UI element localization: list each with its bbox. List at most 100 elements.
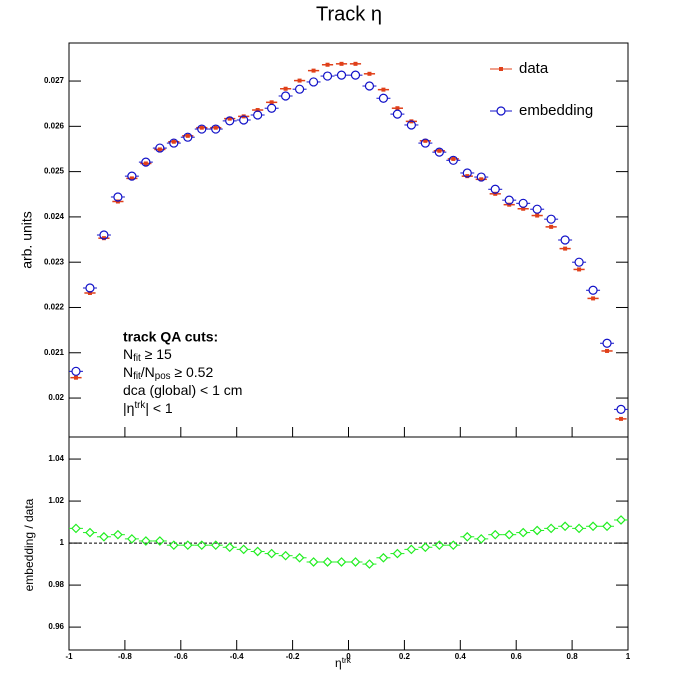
data-point	[266, 548, 277, 559]
data-point	[129, 176, 134, 181]
y-tick-label: 1	[60, 538, 65, 547]
data-point	[490, 184, 500, 194]
data-point	[325, 62, 330, 67]
data-point	[605, 348, 610, 353]
data-point	[113, 529, 123, 540]
text-segment: pos	[155, 371, 171, 382]
data-point	[479, 177, 484, 182]
data-point	[183, 132, 193, 142]
data-point	[308, 77, 319, 87]
data-point	[168, 540, 179, 551]
data-point	[311, 68, 316, 73]
y-tick-label: 0.98	[48, 580, 64, 589]
x-axis-label: ηtrk​	[335, 655, 352, 670]
x-tick-label: -1	[65, 652, 73, 661]
text-segment: fit	[133, 371, 141, 382]
data-point	[546, 214, 556, 224]
data-point	[518, 198, 528, 208]
data-point	[113, 192, 123, 202]
data-point	[294, 552, 305, 563]
text-segment: trk	[342, 655, 352, 665]
data-point	[297, 78, 302, 83]
annotation-line: dca (global) < 1 cm	[123, 382, 242, 398]
data-point	[350, 70, 361, 80]
data-point	[588, 285, 598, 295]
data-point	[549, 224, 554, 229]
data-point	[504, 195, 514, 205]
data-point	[239, 115, 249, 125]
data-point	[546, 523, 556, 534]
data-point	[225, 116, 235, 126]
y-tick-label: 0.027	[44, 76, 65, 85]
y-tick-label: 0.022	[44, 303, 65, 312]
data-point	[532, 204, 542, 214]
data-point	[406, 120, 416, 130]
data-point	[462, 168, 472, 178]
data-point	[199, 125, 204, 130]
data-point	[462, 531, 473, 542]
annotation-line: |ηtrk​| < 1	[123, 400, 173, 416]
data-point	[451, 156, 456, 161]
x-tick-label: -0.8	[118, 652, 132, 661]
data-point	[71, 366, 81, 376]
data-point	[141, 157, 151, 167]
data-point	[141, 536, 151, 546]
text-segment: dca (global) < 1 cm	[123, 382, 242, 398]
x-tick-label: -0.4	[230, 652, 244, 661]
text-segment: η	[335, 656, 342, 670]
data-point	[155, 143, 165, 153]
data-point	[602, 338, 612, 348]
data-point	[364, 81, 375, 91]
data-point	[253, 110, 263, 120]
y-axis-label: embedding / data	[22, 498, 36, 591]
data-point	[353, 61, 358, 66]
data-point	[521, 206, 526, 211]
text-segment: /N	[141, 364, 155, 380]
data-point	[476, 172, 486, 182]
data-point	[616, 515, 626, 525]
annotation-line: Nfit​ ≥ 15	[123, 346, 172, 364]
chart-title: Track η	[316, 3, 382, 25]
data-point	[364, 559, 375, 569]
data-point	[280, 550, 291, 561]
data-point	[448, 155, 458, 165]
data-point	[381, 87, 386, 92]
data-point	[87, 290, 92, 295]
data-point	[73, 375, 78, 380]
y-tick-label: 0.021	[44, 348, 65, 357]
data-point	[182, 540, 193, 551]
annotation-title: track QA cuts:	[123, 329, 218, 345]
x-tick-label: 0.4	[455, 652, 467, 661]
data-point	[99, 230, 109, 240]
data-point	[197, 124, 207, 134]
legend-marker	[499, 67, 503, 71]
data-point	[378, 93, 389, 103]
data-point	[211, 124, 221, 134]
text-segment: fit	[133, 353, 141, 364]
data-point	[406, 544, 417, 555]
text-segment: trk	[134, 400, 145, 411]
data-point	[143, 161, 148, 166]
data-point	[476, 534, 487, 544]
text-segment: | < 1	[145, 400, 173, 416]
y-tick-label: 0.024	[44, 212, 65, 221]
data-point	[127, 534, 137, 544]
data-point	[465, 174, 470, 179]
x-tick-label: 0.8	[567, 652, 579, 661]
data-point	[336, 70, 347, 80]
data-point	[535, 213, 540, 218]
legend-label: data	[519, 60, 549, 77]
y-tick-label: 0.02	[48, 393, 64, 402]
x-tick-label: 0.6	[511, 652, 523, 661]
data-point	[169, 138, 179, 148]
data-point	[227, 116, 232, 121]
data-point	[563, 246, 568, 251]
data-point	[281, 91, 291, 101]
legend-marker	[496, 106, 506, 116]
data-point	[322, 71, 333, 81]
data-point	[577, 267, 582, 272]
text-segment: ≥ 0.52	[171, 364, 214, 380]
data-point	[437, 148, 442, 153]
data-point	[269, 100, 274, 105]
